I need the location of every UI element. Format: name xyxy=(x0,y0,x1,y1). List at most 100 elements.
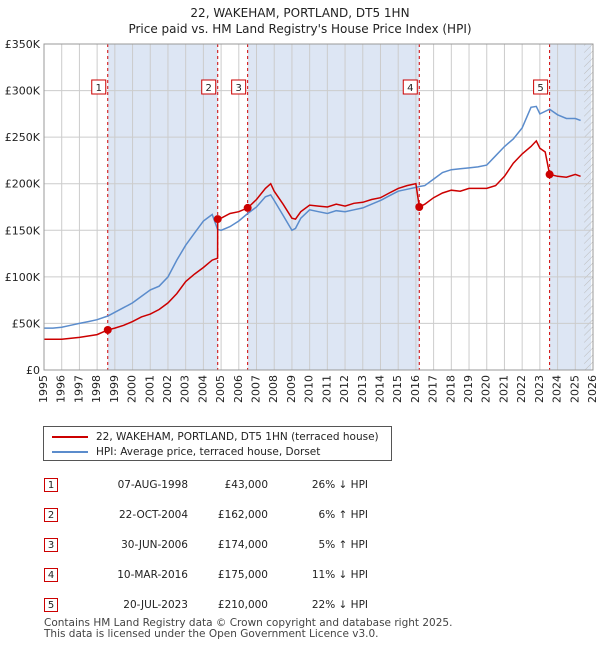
y-tick-label: £100K xyxy=(5,271,41,284)
x-tick-label: 1995 xyxy=(37,375,50,403)
x-tick-label: 2024 xyxy=(551,375,564,403)
chart-title: 22, WAKEHAM, PORTLAND, DT5 1HN xyxy=(190,6,410,20)
x-tick-label: 2018 xyxy=(444,375,457,403)
legend-label-hpi: HPI: Average price, terraced house, Dors… xyxy=(96,446,321,458)
x-tick-label: 2011 xyxy=(320,375,333,403)
table-row: 3 30-JUN-2006 £174,000 5% ↑ HPI xyxy=(40,530,368,560)
row-hpi: 11% ↓ HPI xyxy=(311,569,368,581)
legend: 22, WAKEHAM, PORTLAND, DT5 1HN (terraced… xyxy=(43,426,392,461)
x-tick-label: 2022 xyxy=(515,375,528,403)
sale-point xyxy=(243,203,252,212)
legend-swatch-property xyxy=(52,436,88,438)
x-tick-label: 2008 xyxy=(267,375,280,403)
legend-item-property: 22, WAKEHAM, PORTLAND, DT5 1HN (terraced… xyxy=(52,430,379,444)
legend-swatch-hpi xyxy=(52,451,88,453)
shaded-period xyxy=(247,44,420,370)
x-tick-label: 2015 xyxy=(391,375,404,403)
row-hpi: 6% ↑ HPI xyxy=(318,509,368,521)
table-row: 5 20-JUL-2023 £210,000 22% ↓ HPI xyxy=(40,590,368,620)
table-row: 2 22-OCT-2004 £162,000 6% ↑ HPI xyxy=(40,500,368,530)
y-tick-label: £50K xyxy=(12,317,41,330)
property-price-line xyxy=(44,139,581,341)
row-number-badge: 3 xyxy=(44,538,58,552)
legend-label-property: 22, WAKEHAM, PORTLAND, DT5 1HN (terraced… xyxy=(96,431,379,443)
x-tick-label: 1998 xyxy=(90,375,103,403)
y-tick-label: £250K xyxy=(5,131,41,144)
marker-label-box xyxy=(402,79,418,95)
marker-label: 2 xyxy=(206,83,212,94)
sale-point xyxy=(545,170,554,179)
footer-license: This data is licensed under the Open Gov… xyxy=(44,628,379,640)
marker-label: 3 xyxy=(235,83,241,94)
x-tick-label: 2020 xyxy=(480,375,493,403)
row-price: £175,000 xyxy=(217,569,268,581)
legend-item-hpi: HPI: Average price, terraced house, Dors… xyxy=(52,445,320,459)
row-hpi: 5% ↑ HPI xyxy=(318,539,368,551)
marker-label: 4 xyxy=(407,83,413,94)
row-price: £43,000 xyxy=(224,479,268,491)
x-tick-label: 2017 xyxy=(427,375,440,403)
sale-point xyxy=(213,215,222,224)
x-tick-label: 2016 xyxy=(409,375,422,403)
footer-copyright: Contains HM Land Registry data © Crown c… xyxy=(44,617,453,629)
x-tick-label: 2019 xyxy=(462,375,475,403)
x-tick-label: 2009 xyxy=(285,375,298,403)
chart-subtitle: Price paid vs. HM Land Registry's House … xyxy=(128,22,472,36)
y-tick-label: £0 xyxy=(26,364,40,377)
y-tick-label: £300K xyxy=(5,85,41,98)
x-tick-label: 2002 xyxy=(161,375,174,403)
marker-label-box xyxy=(231,79,247,95)
marker-label-box xyxy=(533,79,549,95)
row-date: 10-MAR-2016 xyxy=(117,569,188,581)
table-row: 1 07-AUG-1998 £43,000 26% ↓ HPI xyxy=(40,470,368,500)
x-tick-label: 1999 xyxy=(108,375,121,403)
marker-label: 5 xyxy=(537,83,543,94)
row-hpi: 22% ↓ HPI xyxy=(311,599,368,611)
row-price: £210,000 xyxy=(217,599,268,611)
x-tick-label: 2003 xyxy=(179,375,192,403)
row-price: £162,000 xyxy=(217,509,268,521)
x-tick-label: 2004 xyxy=(196,375,209,403)
sale-point xyxy=(103,325,112,334)
plot-border xyxy=(43,43,594,371)
marker-label-box xyxy=(201,79,217,95)
x-tick-label: 2023 xyxy=(533,375,546,403)
x-tick-label: 2010 xyxy=(303,375,316,403)
row-hpi: 26% ↓ HPI xyxy=(311,479,368,491)
row-number-badge: 4 xyxy=(44,568,58,582)
row-date: 07-AUG-1998 xyxy=(117,479,188,491)
x-tick-label: 2014 xyxy=(373,375,386,403)
marker-label: 1 xyxy=(96,83,102,94)
x-tick-label: 2000 xyxy=(126,375,139,403)
row-date: 20-JUL-2023 xyxy=(123,599,188,611)
x-tick-label: 2001 xyxy=(143,375,156,403)
shaded-period xyxy=(107,44,218,370)
row-date: 30-JUN-2006 xyxy=(121,539,188,551)
footer: Contains HM Land Registry data © Crown c… xyxy=(44,618,452,640)
price-chart: £0 £50K £100K £150K £200K £250K £300K £350K 1995… xyxy=(5,38,599,403)
x-tick-label: 2026 xyxy=(586,375,599,403)
forecast-hatch xyxy=(584,44,593,370)
x-tick-label: 1996 xyxy=(55,375,68,403)
row-number-badge: 1 xyxy=(44,478,58,492)
x-tick-label: 2013 xyxy=(356,375,369,403)
row-number-badge: 5 xyxy=(44,598,58,612)
x-tick-label: 2005 xyxy=(214,375,227,403)
row-number-badge: 2 xyxy=(44,508,58,522)
x-tick-label: 1997 xyxy=(72,375,85,403)
y-tick-label: £350K xyxy=(5,38,41,51)
row-price: £174,000 xyxy=(217,539,268,551)
x-tick-label: 2007 xyxy=(250,375,263,403)
hpi-line xyxy=(44,105,581,329)
x-tick-label: 2012 xyxy=(338,375,351,403)
y-tick-label: £150K xyxy=(5,224,41,237)
x-tick-label: 2006 xyxy=(232,375,245,403)
x-tick-label: 2025 xyxy=(568,375,581,403)
table-row: 4 10-MAR-2016 £175,000 11% ↓ HPI xyxy=(40,560,368,590)
row-date: 22-OCT-2004 xyxy=(119,509,188,521)
transactions-table: 1 07-AUG-1998 £43,000 26% ↓ HPI 2 22-OCT… xyxy=(40,470,368,620)
x-tick-label: 2021 xyxy=(497,375,510,403)
sale-point xyxy=(415,203,424,211)
marker-label-box xyxy=(91,79,107,95)
y-tick-label: £200K xyxy=(5,178,41,191)
